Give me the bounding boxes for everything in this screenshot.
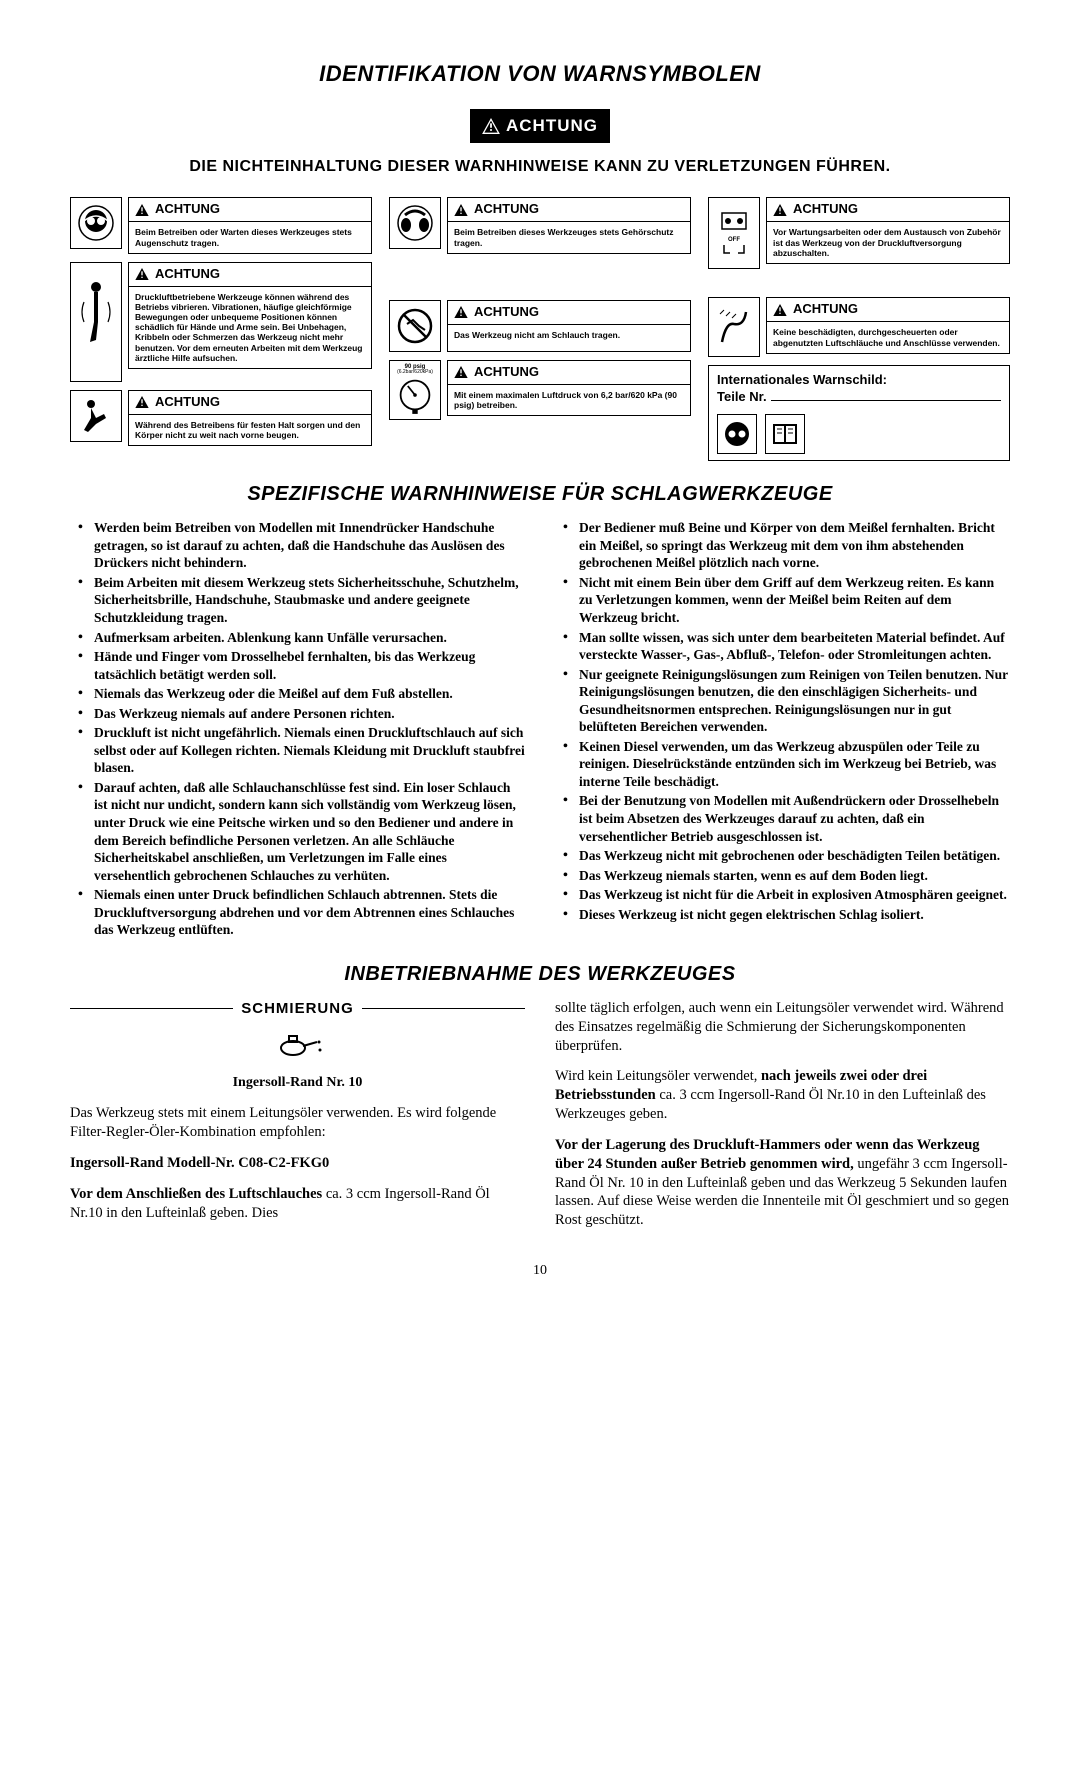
achtung-label: ACHTUNG bbox=[793, 301, 858, 318]
page-number: 10 bbox=[70, 1262, 1010, 1280]
bullet-item: Man sollte wissen, was sich unter dem be… bbox=[555, 629, 1010, 664]
bullet-item: Hände und Finger vom Drosselhebel fernha… bbox=[70, 648, 525, 683]
bullet-item: Niemals einen unter Druck befindlichen S… bbox=[70, 886, 525, 939]
bullets-two-col: Werden beim Betreiben von Modellen mit I… bbox=[70, 519, 1010, 941]
warning-triangle-icon bbox=[135, 204, 149, 216]
bullet-item: Das Werkzeug ist nicht für die Arbeit in… bbox=[555, 886, 1010, 904]
intl-icon-row bbox=[717, 414, 1001, 454]
bullet-item: Beim Arbeiten mit diesem Werkzeug stets … bbox=[70, 574, 525, 627]
warn-lean-text: Während des Betreibens für festen Halt s… bbox=[129, 415, 371, 445]
warn-psi-text: Mit einem maximalen Luftdruck von 6,2 ba… bbox=[448, 385, 690, 415]
air-off-icon: OFF bbox=[708, 197, 760, 269]
bullet-item: Druckluft ist nicht ungefährlich. Niemal… bbox=[70, 724, 525, 777]
bullet-item: Keinen Diesel verwenden, um das Werkzeug… bbox=[555, 738, 1010, 791]
achtung-badge-row: ACHTUNG bbox=[70, 109, 1010, 143]
intl-label: Internationales Warnschild: bbox=[717, 372, 1001, 389]
achtung-label: ACHTUNG bbox=[155, 266, 220, 283]
schmierung-heading: SCHMIERUNG bbox=[70, 999, 525, 1019]
bullet-item: Das Werkzeug niemals starten, wenn es au… bbox=[555, 867, 1010, 885]
eye-protection-icon bbox=[70, 197, 122, 249]
no-carry-icon bbox=[389, 300, 441, 352]
warn-col-1: ACHTUNG Beim Betreiben oder Warten diese… bbox=[70, 197, 372, 461]
warn-hose-text: Keine beschädigten, durchgescheuerten od… bbox=[767, 322, 1009, 352]
section2-title: SPEZIFISCHE WARNHINWEISE FÜR SCHLAGWERKZ… bbox=[70, 481, 1010, 507]
warning-triangle-icon bbox=[482, 118, 500, 134]
bullet-item: Bei der Benutzung von Modellen mit Außen… bbox=[555, 792, 1010, 845]
bullets-right: Der Bediener muß Beine und Körper von de… bbox=[555, 519, 1010, 923]
p3: sollte täglich erfolgen, auch wenn ein L… bbox=[555, 999, 1010, 1056]
intl-parts-label: Teile Nr. bbox=[717, 389, 767, 406]
warning-triangle-icon bbox=[135, 396, 149, 408]
achtung-label: ACHTUNG bbox=[155, 201, 220, 218]
bullet-item: Das Werkzeug niemals auf andere Personen… bbox=[70, 705, 525, 723]
gauge-icon: 90 psig (6.2bar/620kPa) bbox=[389, 360, 441, 420]
warn-col-2: ACHTUNG Beim Betreiben dieses Werkzeuges… bbox=[389, 197, 691, 461]
model-text: Ingersoll-Rand Modell-Nr. C08-C2-FKG0 bbox=[70, 1155, 329, 1171]
achtung-label: ACHTUNG bbox=[793, 201, 858, 218]
bullet-item: Nicht mit einem Bein über dem Griff auf … bbox=[555, 574, 1010, 627]
warn-eye: ACHTUNG Beim Betreiben oder Warten diese… bbox=[70, 197, 372, 253]
manual-icon bbox=[765, 414, 805, 454]
warn-col-3: OFF ACHTUNG Vor Wartungsarbeiten oder de… bbox=[708, 197, 1010, 461]
warn-vib-text: Druckluftbetriebene Werkzeuge können wäh… bbox=[129, 287, 371, 368]
warn-air: OFF ACHTUNG Vor Wartungsarbeiten oder de… bbox=[708, 197, 1010, 269]
schmierung-text: SCHMIERUNG bbox=[233, 999, 362, 1019]
warn-lean: ACHTUNG Während des Betreibens für feste… bbox=[70, 390, 372, 446]
warn-eye-text: Beim Betreiben oder Warten dieses Werkze… bbox=[129, 222, 371, 252]
p4: Wird kein Leitungsöler verwendet, nach j… bbox=[555, 1067, 1010, 1124]
warn-vibration: ACHTUNG Druckluftbetriebene Werkzeuge kö… bbox=[70, 262, 372, 382]
warn-ear: ACHTUNG Beim Betreiben dieses Werkzeuges… bbox=[389, 197, 691, 253]
main-title: IDENTIFIKATION VON WARNSYMBOLEN bbox=[70, 60, 1010, 89]
achtung-label: ACHTUNG bbox=[474, 201, 539, 218]
warning-triangle-icon bbox=[454, 366, 468, 378]
achtung-label: ACHTUNG bbox=[155, 394, 220, 411]
warn-air-text: Vor Wartungsarbeiten oder dem Austausch … bbox=[767, 222, 1009, 263]
bullet-item: Niemals das Werkzeug oder die Meißel auf… bbox=[70, 685, 525, 703]
bullet-item: Das Werkzeug nicht mit gebrochenen oder … bbox=[555, 847, 1010, 865]
ir-nr: Ingersoll-Rand Nr. 10 bbox=[70, 1074, 525, 1092]
achtung-badge: ACHTUNG bbox=[470, 109, 610, 143]
p2a: Vor dem Anschließen des Luftschlauches bbox=[70, 1186, 322, 1202]
vibration-icon bbox=[70, 262, 122, 382]
warning-triangle-icon bbox=[773, 304, 787, 316]
bullet-item: Der Bediener muß Beine und Körper von de… bbox=[555, 519, 1010, 572]
p2: Vor dem Anschließen des Luftschlauches c… bbox=[70, 1185, 525, 1223]
lean-icon bbox=[70, 390, 122, 442]
bullets-left: Werden beim Betreiben von Modellen mit I… bbox=[70, 519, 525, 939]
parts-blank-line bbox=[771, 400, 1001, 401]
model-line: Ingersoll-Rand Modell-Nr. C08-C2-FKG0 bbox=[70, 1154, 525, 1173]
section3-title: INBETRIEBNAHME DES WERKZEUGES bbox=[70, 961, 1010, 987]
achtung-label: ACHTUNG bbox=[474, 304, 539, 321]
intl-warning-label-box: Internationales Warnschild: Teile Nr. bbox=[708, 365, 1010, 461]
p5: Vor der Lagerung des Druckluft-Hammers o… bbox=[555, 1136, 1010, 1230]
warn-carry: ACHTUNG Das Werkzeug nicht am Schlauch t… bbox=[389, 300, 691, 352]
svg-text:OFF: OFF bbox=[728, 237, 740, 243]
warning-triangle-icon bbox=[135, 268, 149, 280]
bullet-item: Werden beim Betreiben von Modellen mit I… bbox=[70, 519, 525, 572]
warning-grid: ACHTUNG Beim Betreiben oder Warten diese… bbox=[70, 197, 1010, 461]
bullet-item: Aufmerksam arbeiten. Ablenkung kann Unfä… bbox=[70, 629, 525, 647]
achtung-text: ACHTUNG bbox=[506, 115, 598, 137]
ear-protection-icon bbox=[389, 197, 441, 249]
warning-triangle-icon bbox=[454, 204, 468, 216]
p1: Das Werkzeug stets mit einem Leitungsöle… bbox=[70, 1104, 525, 1142]
p4a: Wird kein Leitungsöler verwendet, bbox=[555, 1068, 761, 1084]
oil-can-icon bbox=[70, 1032, 525, 1066]
subheading-1: DIE NICHTEINHALTUNG DIESER WARNHINWEISE … bbox=[70, 157, 1010, 178]
goggles-icon bbox=[717, 414, 757, 454]
achtung-label: ACHTUNG bbox=[474, 364, 539, 381]
warn-carry-text: Das Werkzeug nicht am Schlauch tragen. bbox=[448, 325, 690, 345]
lubrication-two-col: SCHMIERUNG Ingersoll-Rand Nr. 10 Das Wer… bbox=[70, 999, 1010, 1242]
bullet-item: Darauf achten, daß alle Schlauchanschlüs… bbox=[70, 779, 525, 884]
warn-hose: ACHTUNG Keine beschädigten, durchgescheu… bbox=[708, 297, 1010, 357]
hose-icon bbox=[708, 297, 760, 357]
warn-psi: 90 psig (6.2bar/620kPa) ACHTUNG Mit eine… bbox=[389, 360, 691, 420]
warning-triangle-icon bbox=[773, 204, 787, 216]
warn-ear-text: Beim Betreiben dieses Werkzeuges stets G… bbox=[448, 222, 690, 252]
bullet-item: Dieses Werkzeug ist nicht gegen elektris… bbox=[555, 906, 1010, 924]
bullet-item: Nur geeignete Reinigungslösungen zum Rei… bbox=[555, 666, 1010, 736]
warning-triangle-icon bbox=[454, 306, 468, 318]
